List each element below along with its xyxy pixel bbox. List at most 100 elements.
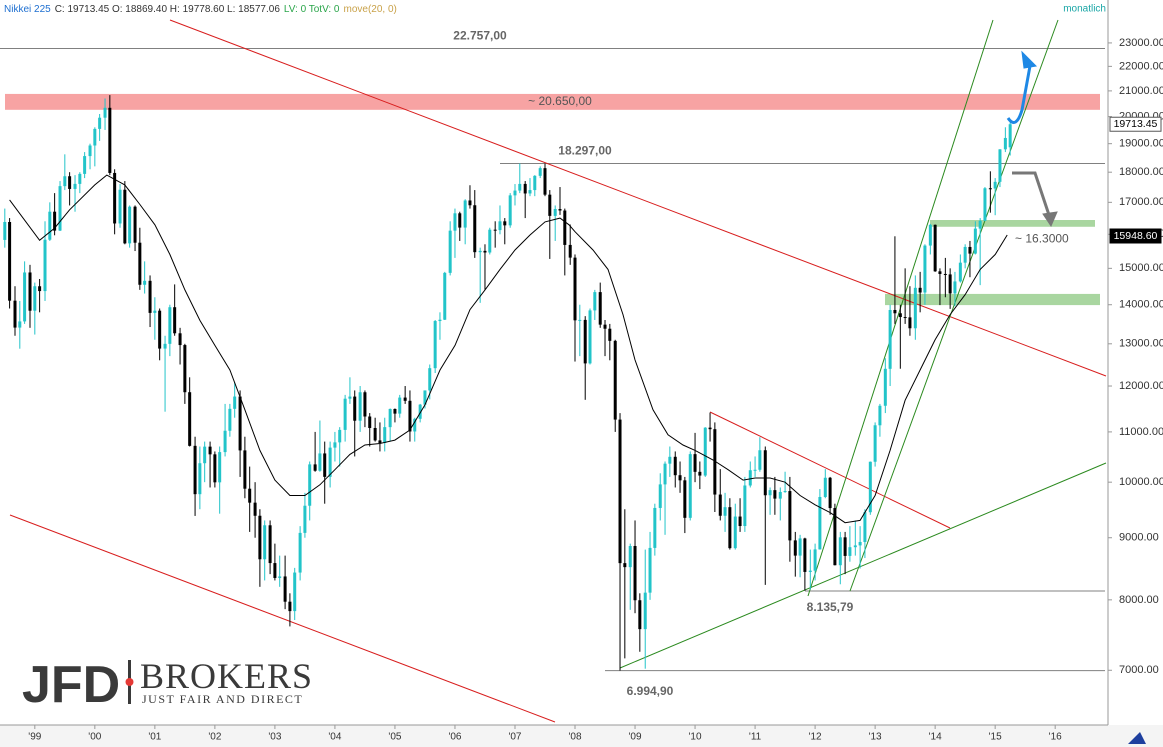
candle-body	[3, 221, 7, 240]
candle-body	[218, 452, 222, 483]
y-tick-label: 23000.00	[1119, 37, 1163, 49]
candle-body	[418, 404, 422, 419]
candle-body	[323, 453, 327, 477]
level-label: 22.757,00	[453, 29, 507, 43]
x-tick-label: '13	[869, 732, 882, 743]
candle-body	[728, 507, 732, 549]
y-tick-label: 10000.00	[1119, 476, 1163, 488]
candle-body	[498, 221, 502, 231]
candle-body	[73, 183, 77, 189]
candle-body	[133, 206, 137, 243]
candle-body	[878, 405, 882, 426]
candle-body	[688, 454, 692, 518]
price-tag	[1109, 116, 1162, 132]
candle-body	[648, 547, 652, 593]
candle-body	[168, 307, 172, 344]
indicator: move(20, 0)	[343, 4, 396, 15]
candle-body	[353, 396, 357, 421]
y-tick-label: 18000.00	[1119, 166, 1163, 178]
candle-body	[518, 183, 522, 191]
x-tick-label: '11	[749, 732, 762, 743]
candle-body	[893, 309, 897, 314]
red-trend-line	[709, 411, 951, 529]
candle-body	[208, 446, 212, 455]
y-tick-label: 14000.00	[1119, 299, 1163, 311]
candle-body	[908, 317, 912, 329]
candle-body	[738, 516, 742, 527]
candle-body	[653, 507, 657, 548]
level-label: 18.297,00	[558, 144, 612, 158]
candle-body	[443, 272, 447, 320]
candle-body	[258, 515, 262, 560]
candle-body	[743, 485, 747, 527]
candle-body	[578, 319, 582, 321]
zone-label: ~ 20.650,00	[528, 94, 592, 108]
y-tick-label: 22000.00	[1119, 60, 1163, 72]
candle-body	[593, 292, 597, 311]
candle-body	[33, 286, 37, 311]
candle-body	[978, 220, 982, 229]
up-arrow	[1006, 65, 1032, 124]
candle-body	[873, 425, 877, 462]
candle-body	[358, 392, 362, 421]
candle-body	[948, 274, 952, 294]
candle-body	[783, 491, 787, 493]
logo-brand: BROKERS	[140, 656, 313, 696]
candle-body	[533, 175, 537, 191]
candle-body	[268, 525, 272, 564]
candle-body	[348, 396, 352, 399]
candle-body	[558, 209, 562, 211]
candle-body	[818, 496, 822, 550]
candle-body	[243, 450, 247, 489]
down-arrow	[1012, 171, 1052, 219]
candle-body	[983, 188, 987, 221]
candle-body	[188, 392, 192, 446]
candle-body	[758, 450, 762, 470]
candle-body	[603, 324, 607, 329]
x-tick-label: '04	[328, 732, 341, 743]
y-tick-label: 12000.00	[1119, 380, 1163, 392]
candle-body	[113, 172, 117, 224]
x-tick-label: '07	[508, 732, 521, 743]
candle-body	[183, 345, 187, 393]
candle-body	[393, 408, 397, 414]
logo: JFD BROKERS JUST FAIR AND DIRECT	[22, 656, 313, 714]
green-channel-line	[849, 19, 1059, 592]
volume: LV: 0 TotV: 0	[284, 4, 340, 15]
candle-body	[868, 461, 872, 513]
zone	[930, 219, 1095, 227]
y-tick-label: 11000.00	[1119, 426, 1163, 438]
candle-body	[618, 419, 622, 564]
candle-body	[78, 173, 82, 184]
x-tick-label: '15	[989, 732, 1002, 743]
candle-body	[823, 477, 827, 497]
candle-body	[273, 563, 277, 578]
candle-body	[248, 488, 252, 503]
candle-body	[548, 194, 552, 216]
candle-body	[633, 546, 637, 601]
candle-body	[843, 537, 847, 556]
green-trend-line	[619, 462, 1107, 669]
candle-body	[708, 427, 712, 430]
candle-body	[508, 195, 512, 226]
candle-body	[408, 400, 412, 432]
candle-body	[1008, 124, 1012, 148]
logo-dot	[125, 678, 134, 686]
candle-body	[453, 213, 457, 231]
candle-body	[153, 310, 157, 313]
candle-body	[178, 333, 182, 346]
candle-body	[803, 538, 807, 572]
candle-body	[238, 396, 242, 451]
candle-body	[918, 287, 922, 293]
candle-body	[928, 224, 932, 246]
candle-body	[313, 464, 317, 471]
candle-body	[938, 271, 942, 274]
candle-body	[463, 200, 467, 228]
x-tick-label: '09	[629, 732, 642, 743]
candle-body	[683, 480, 687, 518]
x-tick-label: '01	[148, 732, 161, 743]
candle-body	[798, 538, 802, 556]
candle-body	[723, 507, 727, 516]
y-tick-label: 13000.00	[1119, 338, 1163, 350]
candle-body	[8, 221, 12, 301]
